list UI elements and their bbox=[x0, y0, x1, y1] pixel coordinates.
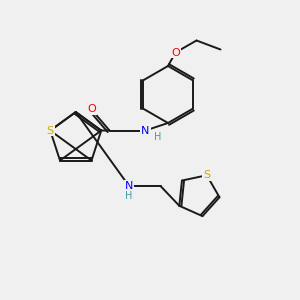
Text: S: S bbox=[47, 125, 54, 136]
Text: H: H bbox=[125, 190, 133, 201]
Text: N: N bbox=[125, 181, 133, 191]
Text: O: O bbox=[87, 104, 96, 115]
Text: S: S bbox=[203, 170, 210, 180]
Text: O: O bbox=[171, 47, 180, 58]
Text: N: N bbox=[141, 125, 150, 136]
Text: H: H bbox=[154, 132, 162, 142]
